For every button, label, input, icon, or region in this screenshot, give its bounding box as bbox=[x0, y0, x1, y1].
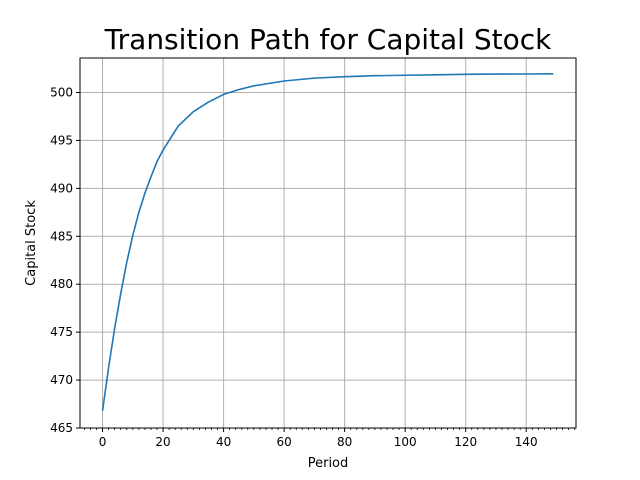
y-tick-label: 485 bbox=[50, 229, 73, 243]
plot-frame bbox=[79, 57, 577, 429]
y-tick-label: 470 bbox=[50, 373, 73, 387]
y-tick-label: 465 bbox=[50, 421, 73, 435]
x-tick-label: 60 bbox=[276, 435, 291, 449]
x-tick-label: 40 bbox=[216, 435, 231, 449]
y-tick-label: 475 bbox=[50, 325, 73, 339]
x-tick-label: 100 bbox=[394, 435, 417, 449]
x-tick-label: 0 bbox=[99, 435, 107, 449]
y-tick-label: 500 bbox=[50, 86, 73, 100]
x-tick-label: 80 bbox=[337, 435, 352, 449]
x-tick-label: 140 bbox=[515, 435, 538, 449]
axis-ticks: 0 20 40 60 80 100 120 140 465 470 475 480 485 490 495 5… bbox=[50, 86, 576, 449]
chart-title: Transition Path for Capital Stock bbox=[104, 23, 552, 56]
y-tick-label: 495 bbox=[50, 133, 73, 147]
x-axis-label: Period bbox=[308, 456, 349, 471]
grid-lines bbox=[80, 58, 576, 429]
y-tick-label: 480 bbox=[50, 277, 73, 291]
y-axis-label: Capital Stock bbox=[24, 200, 39, 286]
x-tick-label: 20 bbox=[155, 435, 170, 449]
y-tick-label: 490 bbox=[50, 181, 73, 195]
series-layer bbox=[101, 73, 554, 411]
x-tick-label: 120 bbox=[454, 435, 477, 449]
series-line bbox=[101, 73, 554, 411]
